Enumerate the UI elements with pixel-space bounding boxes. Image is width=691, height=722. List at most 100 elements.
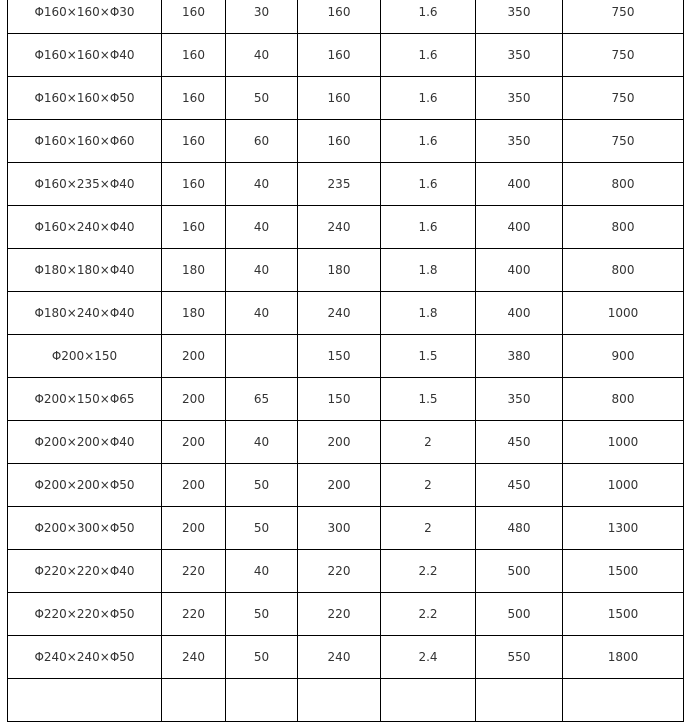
table-cell: Φ160×160×Φ30 xyxy=(7,0,162,34)
table-cell: 160 xyxy=(161,162,226,206)
table-cell xyxy=(7,678,162,722)
table-row: Φ160×160×Φ60 160 60 160 1.6 350 750 xyxy=(7,119,684,163)
table-cell: 40 xyxy=(225,291,298,335)
table-row: Φ160×240×Φ40 160 40 240 1.6 400 800 xyxy=(7,205,684,249)
table-cell: 350 xyxy=(475,76,563,120)
table-row: Φ220×220×Φ40 220 40 220 2.2 500 1500 xyxy=(7,549,684,593)
table-cell: 240 xyxy=(297,291,381,335)
table-cell: 150 xyxy=(297,377,381,421)
table-cell: 160 xyxy=(161,119,226,163)
table-cell: Φ220×220×Φ40 xyxy=(7,549,162,593)
table-cell: 1.6 xyxy=(380,162,476,206)
table-cell: 160 xyxy=(297,0,381,34)
table-cell: 750 xyxy=(562,33,684,77)
table-cell: 200 xyxy=(161,377,226,421)
table-cell: Φ200×150 xyxy=(7,334,162,378)
table-cell: 40 xyxy=(225,205,298,249)
table-cell: 50 xyxy=(225,76,298,120)
table-cell: Φ160×240×Φ40 xyxy=(7,205,162,249)
table-cell: 160 xyxy=(161,33,226,77)
table-cell: 180 xyxy=(161,291,226,335)
table-cell: 2.2 xyxy=(380,592,476,636)
table-cell: 2.2 xyxy=(380,549,476,593)
table-cell: 160 xyxy=(297,33,381,77)
table-cell: 160 xyxy=(161,205,226,249)
table-cell: 1300 xyxy=(562,506,684,550)
table-cell: 1.5 xyxy=(380,377,476,421)
table-cell: Φ240×240×Φ50 xyxy=(7,635,162,679)
table-cell: 240 xyxy=(297,635,381,679)
table-cell: 200 xyxy=(161,334,226,378)
table-row: Φ200×300×Φ50 200 50 300 2 480 1300 xyxy=(7,506,684,550)
table-cell: 150 xyxy=(297,334,381,378)
table-cell: 1000 xyxy=(562,291,684,335)
table-cell: 1500 xyxy=(562,592,684,636)
table-cell: Φ200×300×Φ50 xyxy=(7,506,162,550)
product-spec-table: Φ160×160×Φ30 160 30 160 1.6 350 750 Φ160×160×Φ4… xyxy=(7,0,684,722)
table-cell: 1.6 xyxy=(380,0,476,34)
table-row: Φ200×200×Φ40 200 40 200 2 450 1000 xyxy=(7,420,684,464)
table-cell: 400 xyxy=(475,291,563,335)
table-cell: 180 xyxy=(297,248,381,292)
table-row: Φ200×150×Φ65 200 65 150 1.5 350 800 xyxy=(7,377,684,421)
table-body: Φ160×160×Φ30 160 30 160 1.6 350 750 Φ160×160×Φ4… xyxy=(7,0,684,722)
table-row: Φ200×200×Φ50 200 50 200 2 450 1000 xyxy=(7,463,684,507)
table-cell: 1.8 xyxy=(380,291,476,335)
table-cell: 2 xyxy=(380,506,476,550)
table-cell: 500 xyxy=(475,549,563,593)
table-cell: 160 xyxy=(161,76,226,120)
table-cell: Φ160×160×Φ50 xyxy=(7,76,162,120)
table-cell: Φ200×150×Φ65 xyxy=(7,377,162,421)
table-cell: Φ160×160×Φ40 xyxy=(7,33,162,77)
table-row: Φ220×220×Φ50 220 50 220 2.2 500 1500 xyxy=(7,592,684,636)
table-cell: Φ160×235×Φ40 xyxy=(7,162,162,206)
table-cell: 50 xyxy=(225,463,298,507)
table-cell: 380 xyxy=(475,334,563,378)
table-cell: 40 xyxy=(225,248,298,292)
table-cell: 1.6 xyxy=(380,76,476,120)
table-cell: 450 xyxy=(475,420,563,464)
table-cell: 480 xyxy=(475,506,563,550)
table-cell: 550 xyxy=(475,635,563,679)
table-cell: 450 xyxy=(475,463,563,507)
table-cell: 235 xyxy=(297,162,381,206)
table-cell: 30 xyxy=(225,0,298,34)
table-row: Φ160×160×Φ50 160 50 160 1.6 350 750 xyxy=(7,76,684,120)
table-cell: 350 xyxy=(475,0,563,34)
table-cell: Φ200×200×Φ40 xyxy=(7,420,162,464)
table-cell: 400 xyxy=(475,205,563,249)
table-cell: Φ180×180×Φ40 xyxy=(7,248,162,292)
table-cell: 50 xyxy=(225,635,298,679)
table-cell: 220 xyxy=(161,549,226,593)
table-cell: 200 xyxy=(297,420,381,464)
table-cell: 220 xyxy=(161,592,226,636)
table-cell: 200 xyxy=(161,420,226,464)
table-row: Φ160×235×Φ40 160 40 235 1.6 400 800 xyxy=(7,162,684,206)
table-cell: 1.5 xyxy=(380,334,476,378)
table-row: Φ160×160×Φ30 160 30 160 1.6 350 750 xyxy=(7,0,684,34)
table-cell: 750 xyxy=(562,76,684,120)
table-cell: 900 xyxy=(562,334,684,378)
table-cell: 750 xyxy=(562,119,684,163)
table-cell: 40 xyxy=(225,549,298,593)
table-cell: 1.6 xyxy=(380,205,476,249)
table-row: Φ240×240×Φ50 240 50 240 2.4 550 1800 xyxy=(7,635,684,679)
table-cell: 180 xyxy=(161,248,226,292)
table-cell: 2.4 xyxy=(380,635,476,679)
table-cell: 160 xyxy=(161,0,226,34)
table-cell xyxy=(475,678,563,722)
table-cell: 220 xyxy=(297,592,381,636)
table-cell: 400 xyxy=(475,162,563,206)
table-cell xyxy=(225,334,298,378)
table-cell: 300 xyxy=(297,506,381,550)
table-cell: Φ180×240×Φ40 xyxy=(7,291,162,335)
table-cell: 200 xyxy=(161,506,226,550)
table-row: Φ160×160×Φ40 160 40 160 1.6 350 750 xyxy=(7,33,684,77)
table-cell: 2 xyxy=(380,463,476,507)
table-row: Φ180×240×Φ40 180 40 240 1.8 400 1000 xyxy=(7,291,684,335)
table-cell: 40 xyxy=(225,33,298,77)
table-row: Φ200×150 200 150 1.5 380 900 xyxy=(7,334,684,378)
table-cell: 350 xyxy=(475,119,563,163)
table-cell: 60 xyxy=(225,119,298,163)
table-cell: 1000 xyxy=(562,420,684,464)
